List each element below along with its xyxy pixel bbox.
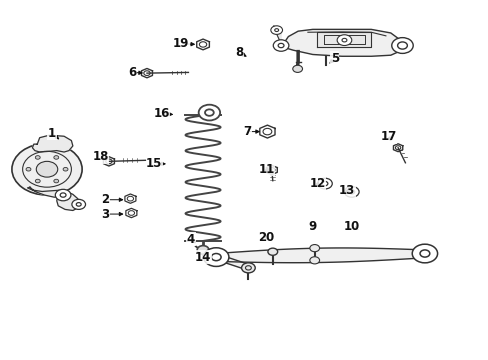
Circle shape	[35, 156, 40, 159]
Circle shape	[267, 248, 277, 255]
Circle shape	[12, 143, 82, 195]
Text: 16: 16	[153, 107, 169, 120]
Circle shape	[26, 167, 31, 171]
Circle shape	[197, 246, 208, 254]
Text: 18: 18	[92, 150, 109, 163]
Text: 14: 14	[194, 251, 211, 264]
Polygon shape	[216, 253, 249, 271]
Text: 19: 19	[173, 37, 189, 50]
Text: 2: 2	[102, 193, 109, 206]
Circle shape	[55, 189, 71, 201]
Circle shape	[391, 38, 412, 53]
Text: 7: 7	[243, 125, 250, 138]
Circle shape	[241, 263, 255, 273]
Circle shape	[63, 167, 68, 171]
Polygon shape	[266, 165, 277, 175]
Text: 20: 20	[258, 231, 274, 244]
Circle shape	[54, 156, 59, 159]
Circle shape	[317, 178, 331, 189]
Text: 15: 15	[146, 157, 162, 170]
Text: 10: 10	[343, 220, 359, 233]
Circle shape	[72, 199, 85, 210]
Polygon shape	[272, 26, 281, 44]
Text: 8: 8	[235, 46, 243, 59]
Text: 4: 4	[186, 233, 195, 246]
Polygon shape	[393, 144, 402, 152]
Polygon shape	[216, 248, 424, 263]
Polygon shape	[27, 187, 66, 197]
Circle shape	[273, 40, 288, 51]
Polygon shape	[281, 30, 400, 56]
Text: 6: 6	[128, 66, 136, 79]
Polygon shape	[259, 125, 274, 138]
Polygon shape	[124, 194, 136, 203]
Circle shape	[292, 65, 302, 72]
Polygon shape	[196, 39, 209, 50]
Circle shape	[198, 105, 220, 121]
Polygon shape	[316, 32, 370, 47]
Polygon shape	[57, 191, 80, 211]
Polygon shape	[125, 208, 137, 218]
Text: 17: 17	[380, 130, 396, 144]
Text: 1: 1	[48, 127, 56, 140]
Circle shape	[411, 244, 437, 263]
Polygon shape	[103, 157, 114, 166]
Circle shape	[336, 35, 351, 45]
Circle shape	[203, 248, 228, 266]
Text: 12: 12	[309, 177, 325, 190]
Text: 11: 11	[258, 163, 274, 176]
Polygon shape	[32, 135, 73, 152]
Text: 3: 3	[102, 208, 109, 221]
Text: 5: 5	[330, 51, 338, 64]
Circle shape	[309, 244, 319, 252]
Text: 13: 13	[338, 184, 354, 197]
Circle shape	[35, 179, 40, 183]
Circle shape	[36, 161, 58, 177]
Circle shape	[309, 257, 319, 264]
Text: 9: 9	[308, 220, 316, 233]
Circle shape	[54, 179, 59, 183]
Polygon shape	[141, 68, 152, 78]
Circle shape	[270, 26, 282, 35]
Circle shape	[344, 186, 358, 197]
